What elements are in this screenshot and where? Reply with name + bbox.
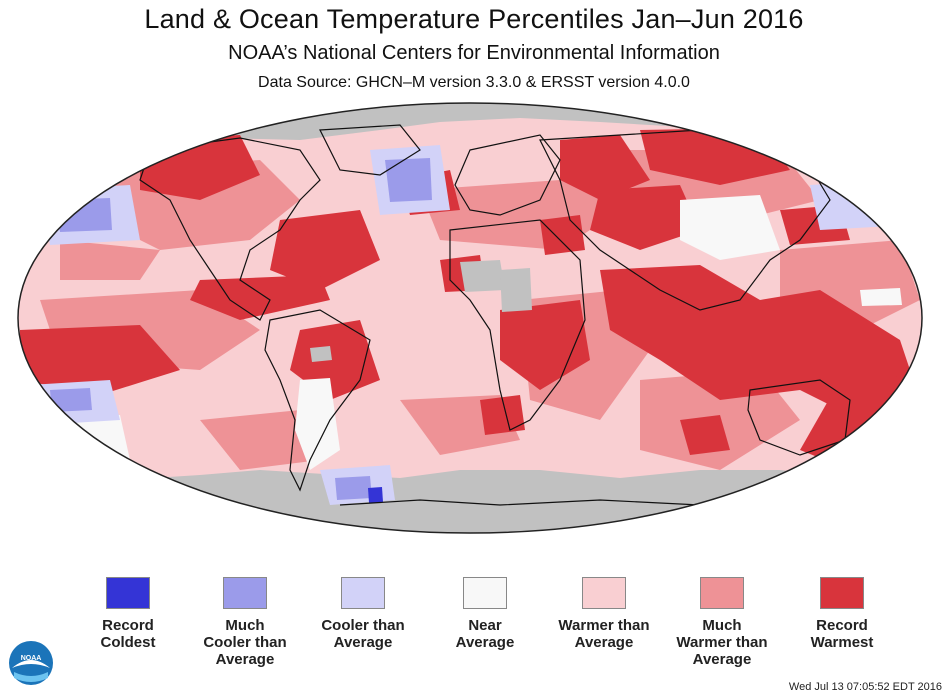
legend-swatch bbox=[463, 577, 507, 609]
legend-item: Near Average bbox=[415, 577, 555, 651]
legend-swatch bbox=[341, 577, 385, 609]
world-temperature-map bbox=[17, 102, 923, 534]
legend-label: Much Cooler than Average bbox=[203, 617, 287, 668]
legend-item: Warmer than Average bbox=[534, 577, 674, 651]
legend-swatch bbox=[700, 577, 744, 609]
legend-swatch bbox=[106, 577, 150, 609]
map-subtitle: NOAA’s National Centers for Environmenta… bbox=[228, 42, 720, 64]
europe-outline bbox=[454, 134, 561, 216]
continent-outlines bbox=[139, 124, 871, 506]
legend-label: Record Coldest bbox=[100, 617, 156, 651]
timestamp: Wed Jul 13 07:05:52 EDT 2016 bbox=[788, 681, 942, 693]
noaa-logo: NOAA bbox=[8, 640, 54, 691]
legend-swatch bbox=[582, 577, 626, 609]
legend-swatch bbox=[223, 577, 267, 609]
legend-item: Much Warmer than Average bbox=[652, 577, 792, 668]
south-america-outline bbox=[264, 309, 371, 492]
legend-swatch bbox=[820, 577, 864, 609]
data-source: Data Source: GHCN–M version 3.3.0 & ERSS… bbox=[258, 74, 690, 91]
africa-outline bbox=[449, 219, 586, 431]
legend-label: Cooler than Average bbox=[321, 617, 405, 651]
legend-label: Warmer than Average bbox=[558, 617, 650, 651]
logo-text: NOAA bbox=[21, 655, 42, 662]
antarctic-no-data bbox=[18, 470, 922, 533]
legend-item: Cooler than Average bbox=[293, 577, 433, 651]
globe-border bbox=[17, 102, 923, 534]
legend-label: Near Average bbox=[455, 617, 515, 651]
greenland-outline bbox=[319, 124, 421, 176]
land-no-data bbox=[310, 260, 532, 362]
legend-item: Record Warmest bbox=[772, 577, 912, 651]
australia-outline bbox=[747, 379, 851, 456]
north-america-outline bbox=[139, 137, 321, 321]
legend-item: Record Coldest bbox=[58, 577, 198, 651]
map-title: Land & Ocean Temperature Percentiles Jan… bbox=[144, 4, 804, 34]
legend-label: Much Warmer than Average bbox=[676, 617, 768, 668]
legend-label: Record Warmest bbox=[810, 617, 874, 651]
legend-item: Much Cooler than Average bbox=[175, 577, 315, 668]
